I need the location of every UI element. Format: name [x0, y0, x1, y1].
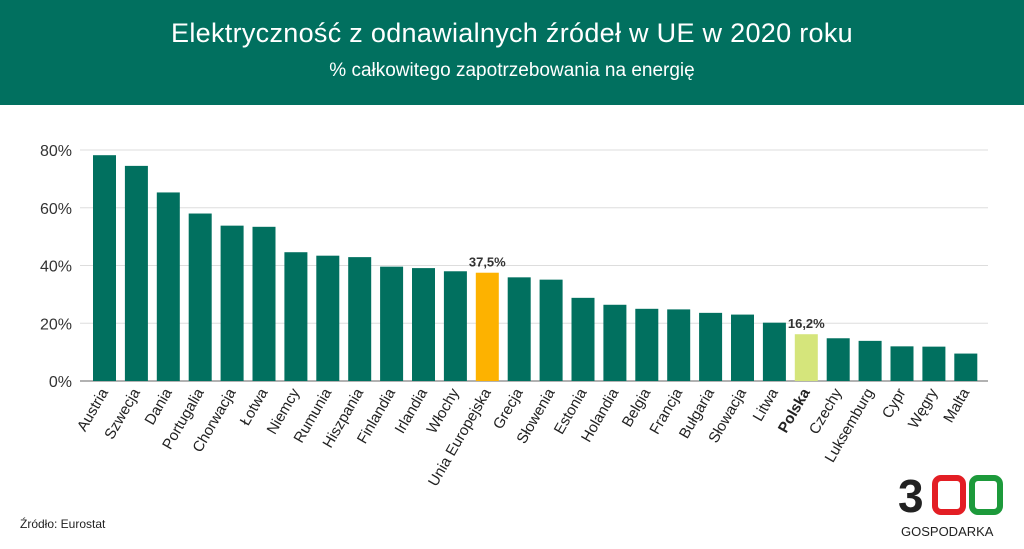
- bar: [93, 155, 116, 381]
- bar: [443, 271, 467, 381]
- y-tick-label: 20%: [40, 316, 72, 333]
- bar: [667, 309, 691, 381]
- bar: [380, 266, 404, 381]
- bar: [699, 312, 723, 381]
- y-tick-label: 60%: [40, 201, 72, 218]
- header-banner: Elektryczność z odnawialnych źródeł w UE…: [0, 0, 1024, 105]
- x-tick-label: Litwa: [750, 385, 783, 424]
- bar: [826, 338, 850, 381]
- bar: [348, 257, 372, 381]
- data-label: 16,2%: [788, 316, 825, 331]
- bar: [284, 252, 308, 381]
- x-tick-label: Malta: [940, 385, 973, 426]
- chart-subtitle: % całkowitego zapotrzebowania na energię: [329, 60, 695, 81]
- bar: [475, 272, 499, 381]
- svg-text:GOSPODARKA: GOSPODARKA: [901, 524, 994, 539]
- chart-title: Elektryczność z odnawialnych źródeł w UE…: [171, 18, 853, 48]
- bar: [858, 340, 882, 381]
- svg-text:3: 3: [898, 472, 924, 522]
- bar: [412, 268, 435, 381]
- gospodarka-300-logo: 3 GOSPODARKA: [898, 472, 1003, 539]
- bar: [890, 346, 914, 381]
- y-tick-label: 0%: [49, 374, 72, 391]
- bar: [635, 308, 659, 381]
- x-tick-label: Unia Europejska: [425, 385, 495, 489]
- bar: [731, 314, 754, 381]
- x-tick-label: Dania: [141, 385, 176, 428]
- bar: [762, 322, 786, 381]
- bar: [539, 279, 563, 381]
- bar: [954, 353, 978, 381]
- bar: [252, 226, 276, 381]
- data-label: 37,5%: [469, 255, 506, 270]
- bar: [124, 165, 148, 381]
- bar: [507, 277, 531, 381]
- x-tick-label: Węgry: [905, 385, 942, 431]
- source-note: Źródło: Eurostat: [20, 517, 106, 531]
- bar: [794, 334, 818, 381]
- y-tick-label: 80%: [40, 143, 72, 160]
- bar: [156, 192, 180, 381]
- bar: [603, 304, 627, 381]
- x-tick-label: Cypr: [879, 385, 910, 421]
- bar: [188, 213, 212, 381]
- bar: [220, 225, 244, 381]
- bar: [922, 346, 946, 381]
- y-tick-label: 40%: [40, 259, 72, 276]
- bar: [571, 297, 595, 381]
- bar: [316, 255, 340, 381]
